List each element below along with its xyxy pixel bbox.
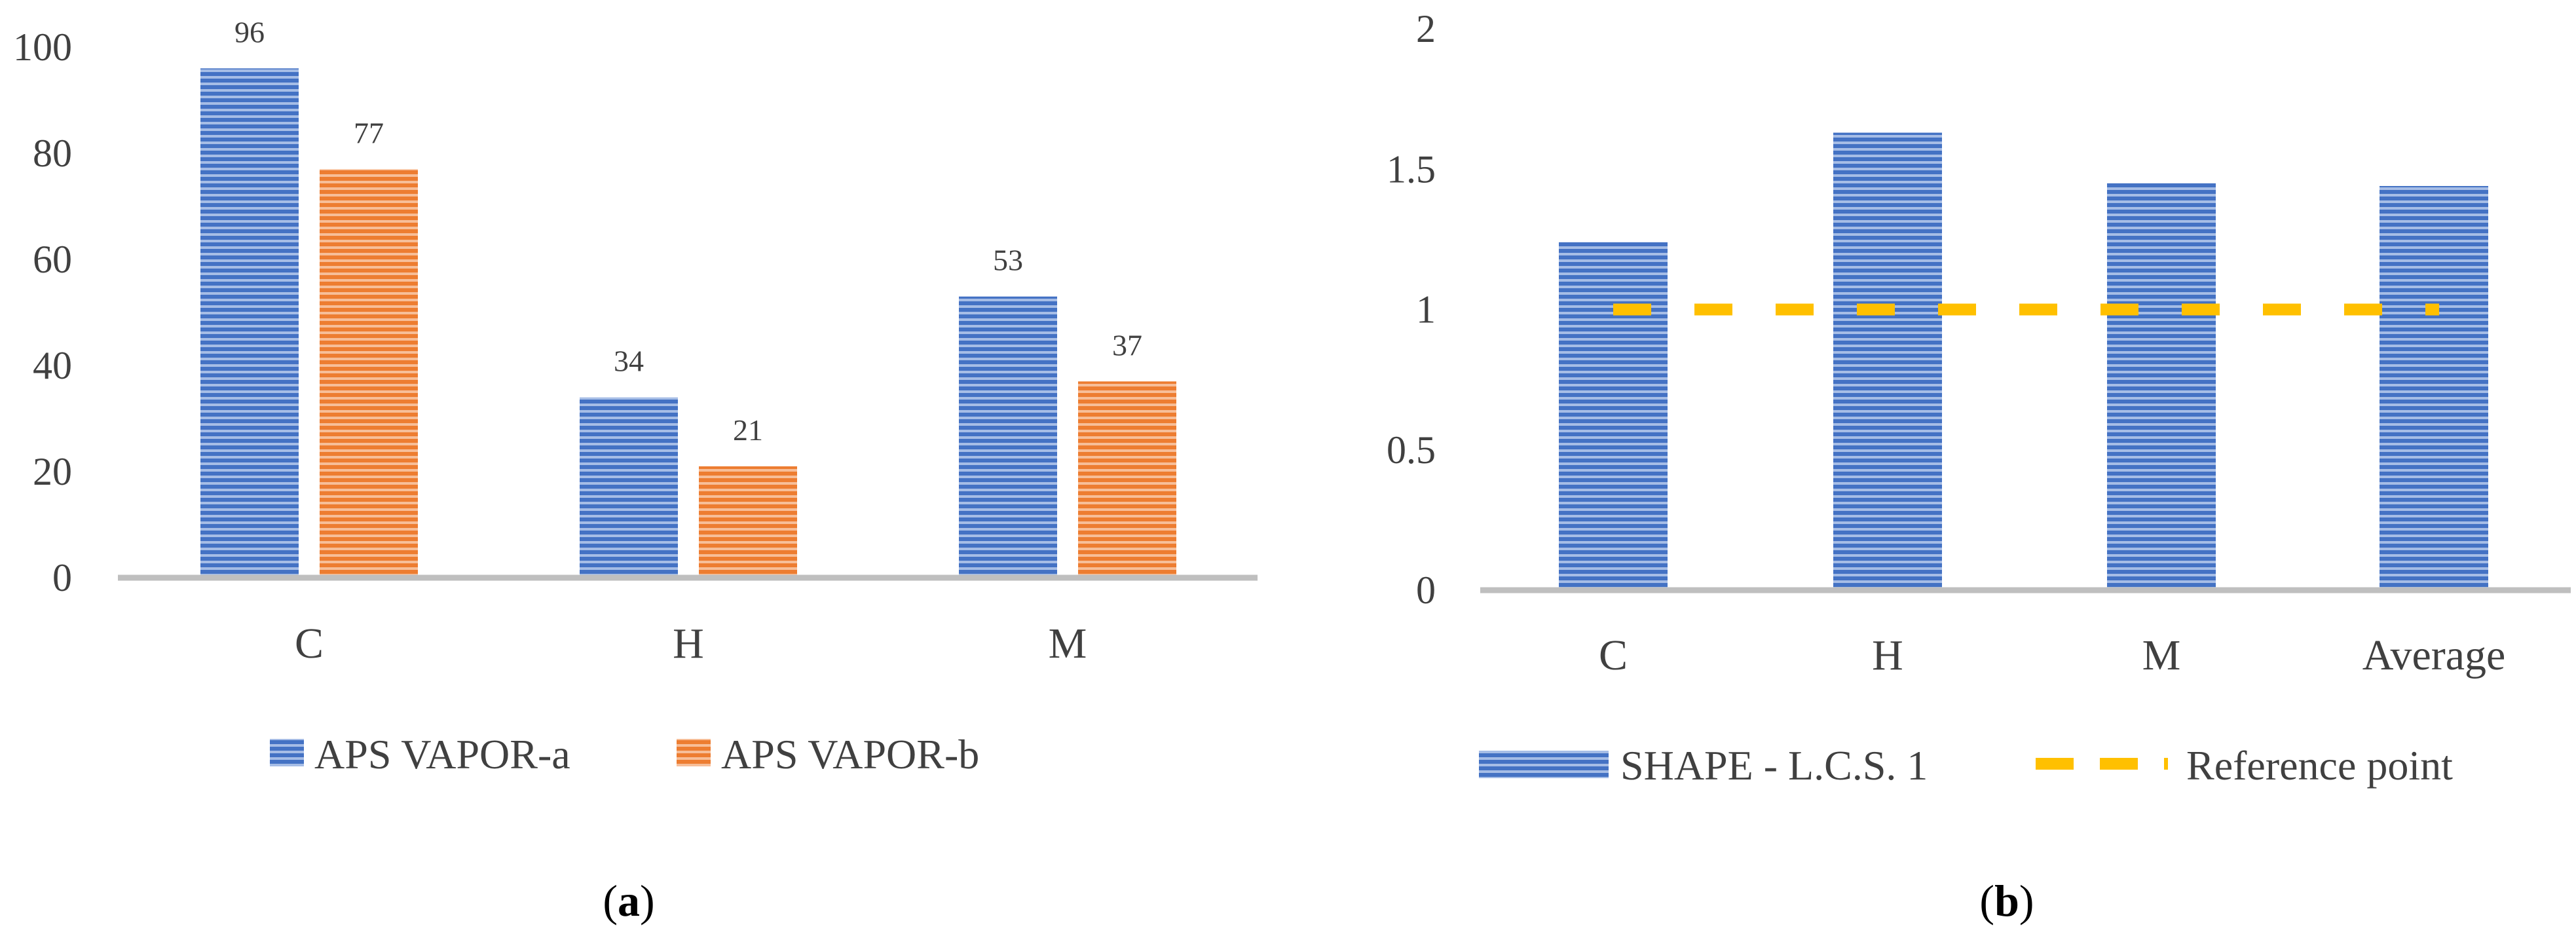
chart-a-ytick: 100 bbox=[13, 26, 72, 69]
legend-swatch-shape bbox=[1479, 751, 1609, 778]
data-label: 21 bbox=[733, 413, 763, 447]
chart-a-xtick: M bbox=[1049, 620, 1087, 667]
chart-a-bars: 96 77 34 21 53 37 bbox=[200, 15, 1176, 578]
bar-aps-vapor-a-h bbox=[580, 397, 678, 578]
chart-a-ytick: 40 bbox=[33, 344, 72, 387]
chart-a-ytick: 20 bbox=[33, 450, 72, 493]
chart-b-ytick: 1 bbox=[1416, 288, 1436, 331]
bar-aps-vapor-b-m bbox=[1078, 381, 1176, 578]
bar-shape-h bbox=[1833, 132, 1942, 591]
caption-b: (b) bbox=[1979, 876, 2034, 926]
chart-b-xtick: Average bbox=[2362, 631, 2506, 679]
legend-label-aps-vapor-a: APS VAPOR-a bbox=[314, 731, 570, 778]
bar-aps-vapor-b-h bbox=[699, 466, 797, 578]
data-label: 96 bbox=[234, 15, 265, 48]
legend-label-reference: Reference point bbox=[2186, 742, 2453, 789]
data-label: 53 bbox=[993, 244, 1023, 277]
chart-b-xtick: C bbox=[1599, 631, 1628, 679]
chart-b-ytick: 0.5 bbox=[1387, 428, 1436, 472]
data-label: 34 bbox=[614, 345, 644, 378]
chart-b-ytick: 1.5 bbox=[1387, 147, 1436, 191]
chart-a-xtick: C bbox=[295, 620, 324, 667]
chart-b-ytick: 0 bbox=[1416, 569, 1436, 612]
chart-b-xtick: M bbox=[2142, 631, 2181, 679]
chart-a-ytick: 60 bbox=[33, 238, 72, 281]
bar-aps-vapor-b-c bbox=[320, 169, 418, 578]
bar-shape-average bbox=[2380, 185, 2488, 591]
bar-shape-m bbox=[2107, 183, 2216, 590]
legend-label-shape: SHAPE - L.C.S. 1 bbox=[1620, 742, 1928, 789]
legend-swatch-aps-vapor-b bbox=[677, 739, 711, 766]
chart-b-x-categories: C H M Average bbox=[1599, 631, 2505, 679]
chart-a: 0 20 40 60 80 100 96 77 34 21 53 37 C H M APS… bbox=[13, 15, 1258, 926]
legend-label-aps-vapor-b: APS VAPOR-b bbox=[721, 731, 979, 778]
chart-a-y-ticks: 0 20 40 60 80 100 bbox=[13, 26, 72, 599]
chart-a-x-categories: C H M bbox=[295, 620, 1087, 667]
bar-shape-c bbox=[1559, 242, 1668, 590]
data-label: 37 bbox=[1112, 328, 1142, 362]
chart-b: 0 0.5 1 1.5 2 C H M Average SHAPE - L.C.… bbox=[1387, 7, 2571, 926]
bar-aps-vapor-a-m bbox=[959, 296, 1057, 578]
chart-a-xtick: H bbox=[673, 620, 704, 667]
bar-aps-vapor-a-c bbox=[200, 68, 299, 578]
chart-a-legend: APS VAPOR-a APS VAPOR-b bbox=[270, 731, 979, 778]
chart-b-bars bbox=[1559, 132, 2488, 591]
chart-b-y-ticks: 0 0.5 1 1.5 2 bbox=[1387, 7, 1436, 612]
chart-a-ytick: 80 bbox=[33, 132, 72, 175]
caption-a: (a) bbox=[603, 876, 654, 926]
data-label: 77 bbox=[354, 116, 384, 149]
chart-b-xtick: H bbox=[1872, 631, 1903, 679]
chart-b-ytick: 2 bbox=[1416, 7, 1436, 50]
legend-swatch-aps-vapor-a bbox=[270, 739, 304, 766]
chart-b-legend: SHAPE - L.C.S. 1 Reference point bbox=[1479, 742, 2453, 789]
chart-a-ytick: 0 bbox=[52, 556, 72, 599]
